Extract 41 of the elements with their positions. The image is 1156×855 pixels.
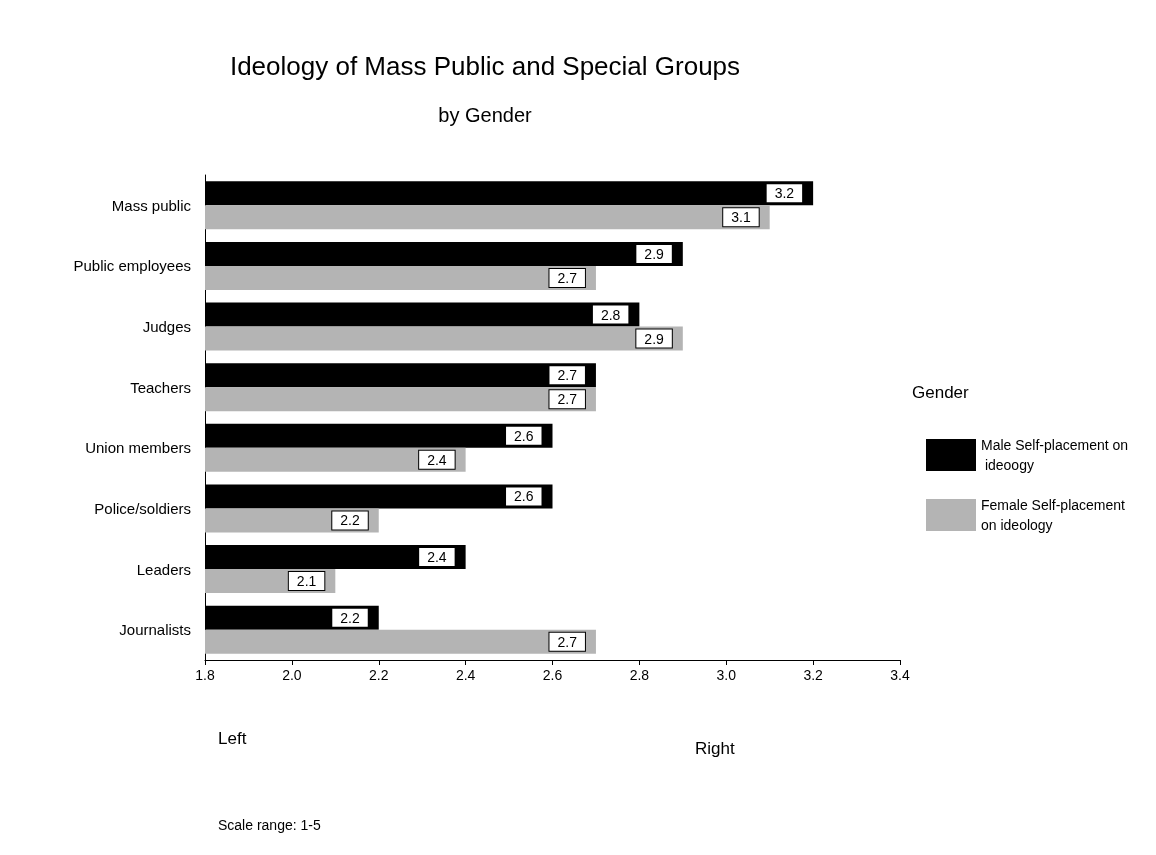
- chart-subtitle: by Gender: [438, 104, 533, 126]
- data-label: 2.6: [514, 427, 534, 444]
- text: Right: [695, 739, 735, 758]
- text: Scale range: 1-5: [218, 817, 321, 833]
- x-tick-label: 2.0: [282, 667, 302, 683]
- x-tick-label: 3.0: [716, 667, 737, 683]
- y-tick-label: Mass public: [111, 196, 192, 214]
- y-tick-label: Journalists: [119, 621, 191, 639]
- x-tick-label: 2.8: [629, 667, 650, 683]
- data-label: 3.1: [731, 209, 751, 226]
- data-label: 2.7: [557, 367, 578, 384]
- data-label: 2.4: [427, 451, 447, 468]
- data-label: 2.8: [600, 306, 621, 323]
- y-tick-label: Teachers: [130, 378, 191, 396]
- data-label: 2.7: [557, 391, 578, 408]
- y-tick-label: Union members: [85, 439, 191, 457]
- legend-label: Male Self-placement on ideoogy: [981, 437, 1129, 473]
- chart-title: Ideology of Mass Public and Special Groups: [229, 51, 741, 81]
- legend-label: Female Self-placement on ideology: [981, 497, 1129, 533]
- x-tick-label: 3.2: [803, 667, 824, 683]
- x-tick-label: 1.8: [195, 667, 215, 683]
- data-label: 2.7: [557, 269, 578, 286]
- data-label: 2.9: [644, 330, 665, 347]
- y-tick-label: Judges: [142, 318, 191, 336]
- x-tick-label: 2.2: [369, 667, 389, 683]
- x-tick-label: 2.6: [542, 667, 563, 683]
- data-label: 2.1: [296, 573, 317, 590]
- data-label: 2.2: [340, 609, 360, 626]
- y-tick-label: Public employees: [73, 257, 191, 275]
- x-tick-label: 3.4: [890, 667, 910, 683]
- data-label: 3.2: [774, 185, 795, 202]
- data-label: 2.9: [644, 245, 665, 262]
- data-label: 2.2: [340, 512, 360, 529]
- data-label: 2.4: [427, 549, 447, 566]
- y-tick-label: Police/soldiers: [94, 499, 191, 517]
- legend-title: Gender: [912, 383, 970, 402]
- text: Left: [218, 729, 247, 748]
- data-label: 2.6: [514, 488, 534, 505]
- x-tick-label: 2.4: [455, 667, 476, 683]
- y-tick-label: Leaders: [136, 560, 191, 578]
- data-label: 2.7: [557, 633, 578, 650]
